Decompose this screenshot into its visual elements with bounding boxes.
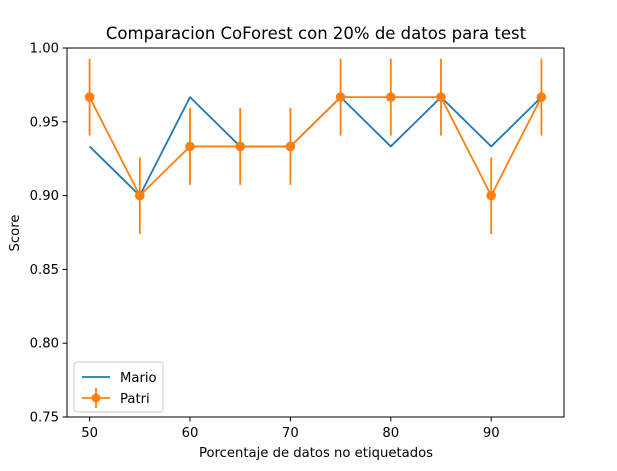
y-tick-label: 1.00 (30, 42, 59, 57)
data-point-patri (436, 92, 446, 102)
chart-title: Comparacion CoForest con 20% de datos pa… (106, 24, 527, 43)
data-point-patri (285, 141, 296, 152)
x-axis-label: Porcentaje de datos no etiquetados (199, 446, 433, 461)
legend-marker-patri (91, 393, 101, 403)
y-tick-label: 0.80 (30, 337, 59, 352)
x-tick-label: 90 (483, 426, 500, 441)
x-tick-label: 80 (382, 426, 399, 441)
x-tick-label: 60 (182, 426, 199, 441)
series-line-mario (88, 96, 543, 197)
y-tick-label: 0.95 (30, 115, 59, 130)
data-point-patri (386, 92, 396, 102)
legend-label-mario: Mario (120, 371, 157, 386)
axes-frame (66, 47, 565, 418)
legend: Mario Patri (73, 361, 164, 413)
data-point-patri (486, 190, 497, 201)
data-point-patri (335, 92, 346, 102)
data-point-patri (235, 141, 245, 152)
data-point-patri (134, 190, 145, 201)
y-tick-label: 0.90 (30, 189, 59, 204)
legend-label-patri: Patri (120, 392, 150, 407)
x-tick-label: 50 (81, 426, 98, 441)
y-tick-label: 0.85 (30, 263, 59, 278)
data-point-patri (536, 92, 547, 102)
plot-area: 50 60 70 80 90 0.75 0.80 0.85 0.90 0.95 1.00 (30, 42, 565, 441)
y-tick-label: 0.75 (30, 411, 59, 426)
x-tick-label: 70 (282, 426, 299, 441)
series-line-patri (88, 96, 543, 197)
data-point-patri (84, 92, 95, 102)
y-axis-label: Score (8, 215, 23, 252)
data-point-patri (185, 141, 195, 152)
